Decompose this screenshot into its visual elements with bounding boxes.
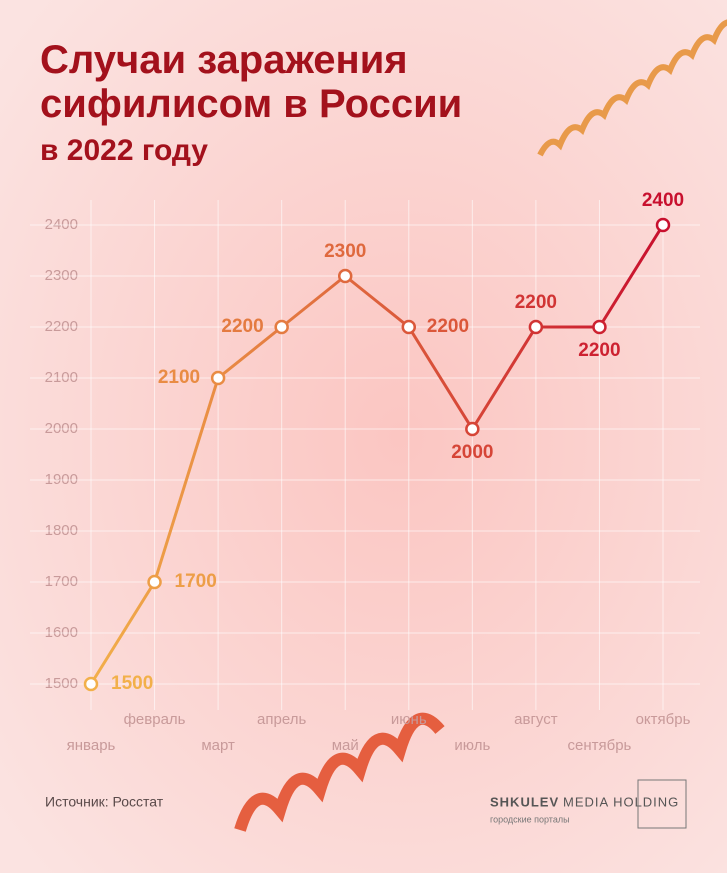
- point: [655, 217, 671, 233]
- value-label: 2400: [642, 190, 684, 211]
- x-tick-label: май: [332, 737, 359, 754]
- value-label: 2300: [324, 241, 366, 262]
- line: [89, 224, 665, 685]
- value-label: 2200: [221, 316, 263, 337]
- chart-subtitle: в 2022 году: [40, 134, 208, 167]
- x-tick-label: апрель: [257, 711, 306, 728]
- x-tick-label: март: [201, 737, 235, 754]
- point: [401, 319, 417, 335]
- value-label: 2000: [451, 442, 493, 463]
- value-label: 1700: [175, 571, 217, 592]
- decor-spiral: [234, 712, 445, 832]
- point: [83, 676, 99, 692]
- point: [147, 574, 162, 590]
- brand-frame: [637, 779, 687, 829]
- x-tick-label: июль: [454, 737, 490, 754]
- value-label: 2200: [515, 292, 557, 313]
- x-tick-label: январь: [67, 737, 116, 754]
- y-tick-label: 2400: [45, 216, 78, 233]
- point: [592, 319, 607, 335]
- x-tick-label: сентябрь: [568, 737, 632, 754]
- x-tick-label: октябрь: [636, 711, 691, 728]
- value-label: 1500: [111, 673, 153, 694]
- y-tick-label: 1700: [45, 573, 78, 590]
- y-tick-label: 2100: [45, 369, 78, 386]
- decor-spiral: [537, 19, 727, 157]
- x-tick-label: июнь: [391, 711, 427, 728]
- y-tick-label: 1900: [45, 471, 78, 488]
- source: Источник: Росстат: [45, 794, 164, 810]
- chart-title: Случаи заражения сифилисом в России: [40, 38, 462, 126]
- y-tick-label: 1600: [45, 624, 78, 641]
- point: [274, 319, 289, 335]
- value-label: 2200: [578, 340, 620, 361]
- brand-tagline: городские порталы: [490, 814, 570, 824]
- value-label: 2200: [427, 316, 469, 337]
- x-tick-label: февраль: [124, 711, 186, 728]
- y-tick-label: 1800: [45, 522, 78, 539]
- point: [528, 319, 544, 335]
- point: [465, 421, 480, 437]
- y-tick-label: 2200: [45, 318, 78, 335]
- point: [210, 370, 226, 386]
- y-tick-label: 1500: [45, 675, 78, 692]
- x-tick-label: август: [514, 711, 558, 728]
- y-tick-label: 2300: [45, 267, 78, 284]
- brand-name: SHKULEV: [490, 794, 559, 809]
- point: [337, 268, 353, 284]
- brand-suffix: MEDIA HOLDING: [563, 794, 679, 809]
- y-tick-label: 2000: [45, 420, 78, 437]
- value-label: 2100: [158, 367, 200, 388]
